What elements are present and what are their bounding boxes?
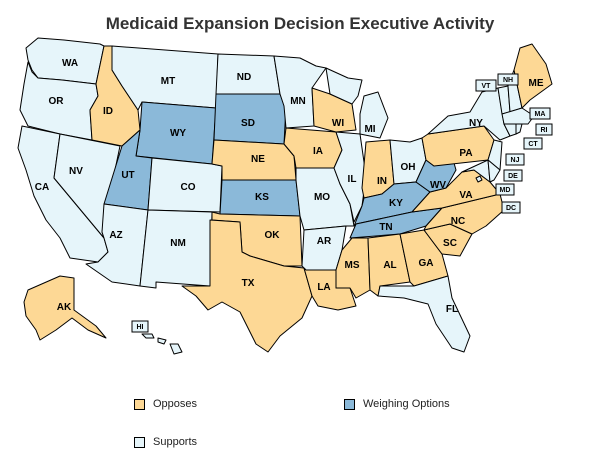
state-label-me: ME bbox=[529, 78, 544, 89]
callout-label-md: MD bbox=[500, 187, 511, 194]
callout-vt[interactable]: VT bbox=[475, 79, 497, 92]
callout-nh[interactable]: NH bbox=[497, 73, 519, 86]
state-label-ia: IA bbox=[313, 146, 323, 157]
state-label-ks: KS bbox=[255, 192, 269, 203]
callout-box-md bbox=[495, 183, 515, 196]
legend-item-supports: Supports bbox=[134, 436, 197, 448]
state-label-ny: NY bbox=[469, 118, 483, 129]
state-label-ne: NE bbox=[251, 154, 265, 165]
state-label-wi: WI bbox=[332, 118, 344, 129]
state-label-tx: TX bbox=[242, 278, 255, 289]
state-label-fl: FL bbox=[446, 304, 458, 315]
state-label-in: IN bbox=[377, 176, 387, 187]
state-label-ok: OK bbox=[265, 230, 281, 241]
legend-item-weighing-options: Weighing Options bbox=[344, 398, 450, 410]
state-dc[interactable] bbox=[475, 175, 483, 183]
state-label-mo: MO bbox=[314, 192, 330, 203]
state-label-mt: MT bbox=[161, 76, 175, 87]
state-label-wy: WY bbox=[170, 128, 186, 139]
callout-label-nj: NJ bbox=[511, 157, 520, 164]
state-sd[interactable] bbox=[213, 93, 287, 145]
callout-box-nj bbox=[505, 153, 525, 166]
callout-box-ct bbox=[523, 137, 543, 150]
state-label-sc: SC bbox=[443, 238, 457, 249]
state-label-mi: MI bbox=[364, 124, 375, 135]
state-label-ar: AR bbox=[317, 236, 332, 247]
callout-label-ma: MA bbox=[535, 111, 546, 118]
legend-label-weighing-options: Weighing Options bbox=[363, 398, 450, 410]
state-tx[interactable] bbox=[181, 219, 313, 353]
legend-item-opposes: Opposes bbox=[134, 398, 197, 410]
callout-label-hi: HI bbox=[137, 324, 144, 331]
legend-label-supports: Supports bbox=[153, 436, 198, 448]
state-de[interactable] bbox=[487, 159, 501, 183]
state-label-ga: GA bbox=[419, 258, 434, 269]
state-label-pa: PA bbox=[459, 148, 472, 159]
state-nm[interactable] bbox=[139, 209, 213, 289]
callout-de[interactable]: DE bbox=[503, 169, 523, 182]
state-hi[interactable] bbox=[141, 333, 183, 355]
state-label-id: ID bbox=[103, 106, 113, 117]
state-ma[interactable] bbox=[501, 107, 535, 125]
state-label-tn: TN bbox=[379, 222, 392, 233]
state-label-az: AZ bbox=[109, 230, 122, 241]
state-mi[interactable] bbox=[325, 67, 389, 139]
states-layer bbox=[17, 37, 553, 355]
callout-dc[interactable]: DC bbox=[501, 201, 521, 214]
legend-swatch-supports bbox=[134, 436, 145, 448]
callout-hi[interactable]: HI bbox=[131, 320, 149, 333]
state-label-wa: WA bbox=[62, 58, 78, 69]
state-label-nm: NM bbox=[170, 238, 186, 249]
state-label-ky: KY bbox=[389, 198, 403, 209]
state-label-co: CO bbox=[181, 182, 196, 193]
callout-nj[interactable]: NJ bbox=[505, 153, 525, 166]
state-label-nv: NV bbox=[69, 166, 83, 177]
state-label-al: AL bbox=[383, 260, 396, 271]
state-label-nc: NC bbox=[451, 216, 465, 227]
state-label-va: VA bbox=[459, 190, 472, 201]
callout-label-ct: CT bbox=[528, 141, 538, 148]
state-label-ms: MS bbox=[345, 260, 360, 271]
state-label-sd: SD bbox=[241, 118, 255, 129]
state-fl[interactable] bbox=[377, 275, 471, 353]
state-label-or: OR bbox=[49, 96, 65, 107]
state-labels-layer: WA OR CA NV ID MT WY UT AZ CO NM ND SD NE KS OK TX MN IA MO… bbox=[35, 58, 544, 315]
state-il[interactable] bbox=[333, 131, 367, 223]
state-label-ca: CA bbox=[35, 182, 49, 193]
state-label-il: IL bbox=[348, 174, 357, 185]
legend-label-opposes: Opposes bbox=[153, 398, 198, 410]
callout-box-de bbox=[503, 169, 523, 182]
legend-swatch-weighing-options bbox=[344, 398, 355, 410]
state-label-ak: AK bbox=[57, 302, 72, 313]
callout-ct[interactable]: CT bbox=[523, 137, 543, 150]
state-ms[interactable] bbox=[335, 237, 371, 299]
callout-label-de: DE bbox=[508, 173, 518, 180]
callout-box-dc bbox=[501, 201, 521, 214]
callout-label-nh: NH bbox=[503, 77, 513, 84]
state-label-nd: ND bbox=[237, 72, 251, 83]
callout-label-dc: DC bbox=[506, 205, 516, 212]
callout-box-ri bbox=[535, 123, 553, 136]
callout-box-vt bbox=[475, 79, 497, 92]
callout-box-nh bbox=[497, 73, 519, 86]
state-me[interactable] bbox=[513, 43, 553, 109]
callout-box-ma bbox=[529, 107, 551, 120]
callout-label-ri: RI bbox=[541, 127, 548, 134]
legend-swatch-opposes bbox=[134, 398, 145, 410]
callout-ri[interactable]: RI bbox=[535, 123, 553, 136]
state-label-wv: WV bbox=[430, 180, 446, 191]
callout-box-hi bbox=[131, 320, 149, 333]
map-title: Medicaid Expansion Decision Executive Ac… bbox=[105, 14, 495, 33]
callout-label-vt: VT bbox=[482, 83, 492, 90]
state-ri[interactable] bbox=[515, 123, 523, 135]
state-label-la: LA bbox=[317, 282, 330, 293]
state-label-mn: MN bbox=[290, 96, 306, 107]
callout-md[interactable]: MD bbox=[495, 183, 515, 196]
state-ak[interactable] bbox=[23, 275, 107, 341]
state-label-ut: UT bbox=[121, 170, 134, 181]
callout-ma[interactable]: MA bbox=[529, 107, 551, 120]
state-label-oh: OH bbox=[401, 162, 416, 173]
